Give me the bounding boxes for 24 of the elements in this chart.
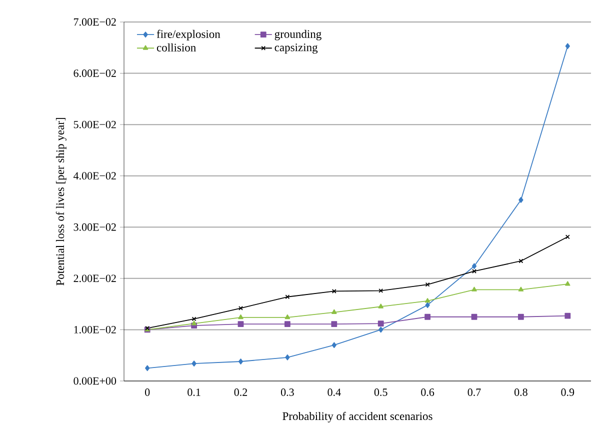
x-tick-label: 0.2 — [234, 388, 248, 396]
y-tick-label: 6.00E−02 — [74, 70, 116, 78]
legend-label: grounding — [274, 30, 322, 40]
x-tick-label: 0.4 — [328, 388, 341, 396]
y-tick-label: 2.00E−02 — [74, 274, 116, 282]
x-tick-label: 0.9 — [561, 388, 574, 396]
y-tick-label: 3.00E−02 — [74, 223, 116, 231]
x-tick-label: 0 — [145, 388, 150, 396]
y-tick-label: 1.00E−02 — [74, 326, 116, 334]
legend-label: fire/explosion — [156, 30, 220, 40]
y-tick-label: 0.00E+00 — [74, 377, 116, 385]
legend-label: capsizing — [274, 44, 318, 54]
y-tick-label: 4.00E−02 — [74, 172, 116, 180]
x-tick-label: 0.7 — [468, 388, 481, 396]
x-axis-title: Probability of accident scenarios — [282, 412, 432, 422]
x-tick-label: 0.1 — [188, 388, 200, 396]
legend-label: collision — [156, 43, 196, 52]
x-tick-label: 0.6 — [421, 388, 434, 396]
y-axis-title: Potential loss of lives [per ship year] — [56, 118, 66, 286]
x-tick-label: 0.8 — [514, 388, 528, 396]
x-tick-label: 0.3 — [280, 388, 294, 396]
y-tick-label: 5.00E−02 — [74, 120, 116, 128]
y-tick-label: 7.00E−02 — [74, 18, 116, 26]
x-tick-label: 0.5 — [374, 388, 388, 396]
